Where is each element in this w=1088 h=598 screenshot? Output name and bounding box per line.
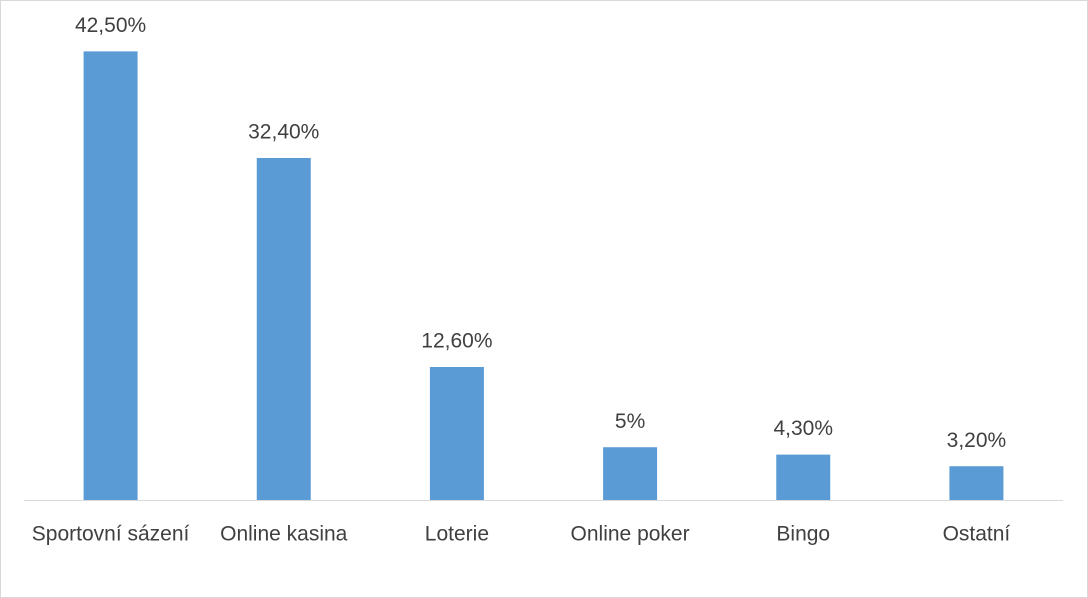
bar — [83, 51, 138, 501]
bar — [429, 367, 484, 500]
x-tick-label: Ostatní — [943, 523, 1011, 546]
x-tick-label: Online poker — [571, 523, 690, 546]
data-label: 12,60% — [421, 330, 492, 353]
data-label: 42,50% — [75, 14, 146, 37]
bar — [949, 466, 1004, 500]
bar — [776, 454, 831, 500]
x-tick-label: Loterie — [425, 523, 489, 546]
x-tick-label: Online kasina — [220, 523, 348, 546]
data-label: 5% — [615, 410, 645, 433]
bar — [603, 447, 658, 500]
x-tick-label: Sportovní sázení — [32, 523, 190, 546]
data-label: 32,40% — [248, 121, 319, 144]
bar — [256, 158, 311, 500]
data-label: 3,20% — [947, 429, 1007, 452]
x-tick-label: Bingo — [776, 523, 830, 546]
data-label: 4,30% — [773, 417, 833, 440]
